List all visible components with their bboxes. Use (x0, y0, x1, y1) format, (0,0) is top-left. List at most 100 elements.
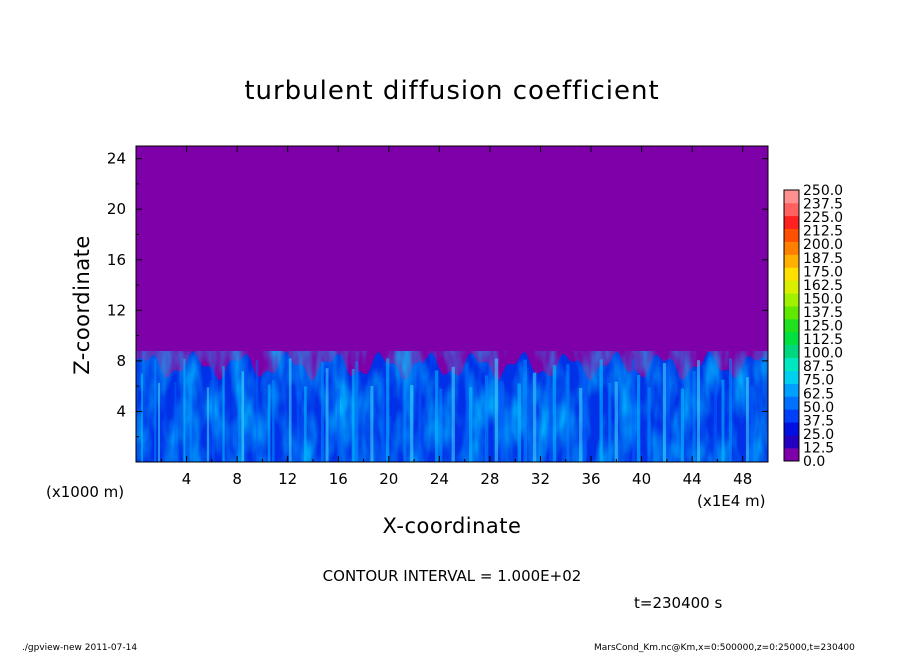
colorbar-swatch (784, 190, 799, 204)
colorbar-swatch (784, 383, 799, 397)
colorbar-label: 200.0 (803, 237, 843, 253)
colorbar-label: 187.5 (803, 251, 843, 267)
x-tick-label: 32 (531, 470, 550, 488)
colorbar-label: 37.5 (803, 413, 834, 429)
colorbar-label: 225.0 (803, 210, 843, 226)
time-label: t=230400 s (634, 594, 723, 612)
x-tick-label: 44 (683, 470, 702, 488)
plume-streak (614, 381, 618, 462)
colorbar-swatch (784, 215, 799, 230)
plume-streak (696, 360, 701, 462)
plume-streak (272, 379, 275, 462)
plume-streak (721, 379, 725, 462)
y-tick-label: 16 (107, 251, 126, 269)
plume-streak (212, 363, 215, 462)
plume-streak (141, 373, 143, 462)
plume-streak (484, 375, 489, 462)
colorbar-label: 75.0 (803, 373, 834, 389)
plume-streak (517, 383, 522, 462)
plume-streak (403, 379, 407, 462)
y-tick-label: 8 (116, 352, 126, 370)
colorbar-swatch (784, 370, 799, 384)
plume-streak (582, 373, 587, 462)
plume-streak (267, 384, 271, 462)
x-axis-unit: (x1E4 m) (697, 492, 766, 510)
plume-streak (532, 372, 537, 462)
colorbar-swatch (784, 409, 799, 423)
plot-area (136, 146, 768, 462)
x-tick-label: 40 (632, 470, 651, 488)
plume-streak (680, 388, 685, 462)
plume-streak (631, 358, 636, 462)
plume-streak (237, 388, 241, 462)
x-tick-label: 24 (430, 470, 449, 488)
colorbar-swatch (784, 357, 799, 371)
colorbar-label: 50.0 (803, 400, 834, 416)
colorbar-swatch (784, 241, 799, 255)
colorbar-swatch (784, 331, 799, 346)
x-axis-label: X-coordinate (382, 514, 522, 538)
colorbar-label: 125.0 (803, 319, 843, 335)
footer-left: ./gpview-new 2011-07-14 (22, 643, 138, 653)
plume-streak (255, 360, 259, 462)
plume-streak (303, 386, 307, 462)
colorbar-label: 150.0 (803, 291, 843, 307)
x-tick-label: 20 (379, 470, 398, 488)
plume-streak (552, 364, 557, 462)
plume-streak (355, 361, 359, 462)
plume-streak (745, 377, 749, 462)
x-tick-label: 48 (733, 470, 752, 488)
colorbar-frame (783, 189, 800, 462)
colorbar-label: 25.0 (803, 427, 834, 443)
plume-streak (469, 387, 473, 462)
plume-streak (370, 385, 374, 462)
x-tick-label: 8 (232, 470, 242, 488)
colorbar-label: 250.0 (803, 183, 843, 199)
colorbar-label: 212.5 (803, 224, 843, 240)
plume-streak (435, 370, 439, 462)
colorbar-swatch (784, 319, 799, 333)
plume-streak (174, 381, 177, 462)
colorbar-swatch (784, 280, 799, 294)
colorbar-swatch (784, 254, 799, 268)
chart-title: turbulent diffusion coefficient (244, 76, 660, 106)
plume-streak (523, 359, 527, 462)
plume-streak (222, 366, 225, 462)
colorbar-label: 162.5 (803, 278, 843, 294)
colorbar-label: 175.0 (803, 264, 843, 280)
colorbar-swatch (784, 267, 799, 281)
plume-streak (579, 387, 583, 462)
y-tick-label: 12 (107, 301, 126, 319)
colorbar-swatch (784, 396, 799, 410)
y-tick-label: 4 (116, 402, 126, 420)
plume-streak (500, 381, 504, 462)
colorbar-swatch (784, 202, 799, 217)
colorbar-label: 12.5 (803, 440, 834, 456)
x-tick-label: 4 (182, 470, 192, 488)
plume-streak (451, 366, 455, 462)
colorbar-label: 237.5 (803, 197, 843, 213)
plume-streak (566, 364, 570, 462)
colorbar-swatch (784, 448, 799, 462)
plume-streak (666, 366, 670, 462)
colorbar-label: 112.5 (803, 332, 843, 348)
plume-streak (336, 388, 340, 462)
plume-streak (608, 383, 612, 462)
colorbar-swatch (784, 306, 799, 320)
x-tick-label: 28 (480, 470, 499, 488)
colorbar-label: 100.0 (803, 346, 843, 362)
footer-right: MarsCond_Km.nc@Km,x=0:500000,z=0:25000,t… (594, 643, 855, 653)
y-tick-label: 20 (107, 200, 126, 218)
plume-streak (320, 361, 324, 462)
colorbar-swatch (784, 422, 799, 436)
plume-streak (351, 369, 355, 462)
plume-streak (154, 359, 157, 462)
y-axis-unit: (x1000 m) (46, 483, 125, 501)
plume-streak (183, 358, 186, 462)
plot-frame (135, 145, 769, 463)
plume-streak (465, 362, 469, 462)
plume-streak (647, 387, 651, 462)
plume-streak (439, 388, 443, 462)
plume-streak (325, 368, 329, 462)
